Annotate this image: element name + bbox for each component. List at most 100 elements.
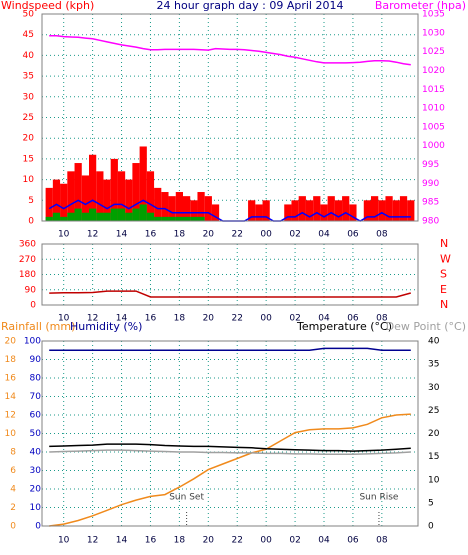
y-tick-label: 180 (19, 270, 36, 280)
x-tick-label: 04 (318, 536, 330, 546)
x-tick-label: 02 (289, 536, 300, 546)
x-tick-label: 22 (232, 536, 243, 546)
annotation: Sun Set (169, 493, 204, 503)
y-tick-label: 80 (30, 374, 42, 384)
y2-axis-label: Barometer (hpa) (375, 0, 466, 12)
y-tick-label: 70 (30, 392, 42, 402)
y-tick-label: 20 (30, 485, 42, 495)
y3-tick-label: 14 (5, 392, 17, 402)
bar (52, 179, 61, 221)
bar (67, 212, 75, 221)
bar (399, 196, 408, 221)
x-tick-label: 00 (260, 230, 272, 240)
x-tick-label: 12 (87, 230, 98, 240)
bar (161, 192, 169, 221)
y2-tick-label: 5 (428, 498, 434, 508)
y-tick-label: 40 (30, 448, 42, 458)
y2-tick-label: 0 (428, 522, 434, 532)
x-tick-label: 22 (232, 230, 243, 240)
bar (284, 204, 292, 221)
y3-tick-label: 20 (5, 337, 17, 347)
y2-tick-label: 25 (428, 406, 439, 416)
series-line (49, 347, 411, 352)
y-tick-label: 30 (23, 92, 35, 102)
y-tick-label: 10 (30, 503, 42, 513)
y3-tick-label: 12 (5, 411, 16, 421)
y3-tick-label: 16 (5, 374, 17, 384)
x-tick-label: 14 (116, 536, 128, 546)
y2-tick-label: W (440, 252, 451, 265)
legend-entry: Dew Point (°C) (386, 320, 466, 333)
y3-tick-label: 0 (10, 522, 16, 532)
y2-tick-label: 980 (422, 217, 439, 227)
x-tick-label: 08 (376, 314, 388, 324)
bar (60, 216, 68, 221)
bar (197, 192, 205, 221)
bar (248, 200, 256, 221)
bar (146, 171, 155, 221)
y3-tick-label: 18 (5, 355, 17, 365)
bar (103, 179, 111, 221)
legend-entry: Humidity (%) (70, 320, 142, 333)
bar (342, 196, 350, 221)
y2-tick-label: S (440, 268, 447, 281)
y-tick-label: 30 (30, 466, 42, 476)
x-tick-label: 18 (174, 314, 186, 324)
y3-tick-label: 6 (10, 466, 16, 476)
x-tick-label: 14 (116, 230, 128, 240)
bar (81, 175, 89, 221)
bar (255, 204, 263, 221)
y-axis-label: Windspeed (kph) (1, 0, 94, 12)
legend-entry: Rainfall (mm) (1, 320, 75, 333)
x-tick-label: 06 (347, 230, 359, 240)
x-tick-label: 10 (58, 314, 70, 324)
y-tick-label: 0 (30, 301, 36, 311)
y2-tick-label: 40 (428, 337, 440, 347)
bar (168, 216, 176, 221)
y2-tick-label: 985 (422, 198, 439, 208)
y-tick-label: 5 (28, 196, 34, 206)
bar (204, 196, 212, 221)
y-tick-label: 35 (23, 72, 34, 82)
series-line (49, 443, 411, 452)
y-tick-label: 40 (23, 51, 35, 61)
bar (183, 196, 191, 221)
bar (197, 216, 205, 221)
y-tick-label: 50 (30, 429, 42, 439)
y2-tick-label: 15 (428, 452, 439, 462)
bar (117, 171, 126, 221)
bar (154, 216, 162, 221)
y-tick-label: 45 (23, 30, 34, 40)
y2-tick-label: E (440, 283, 447, 296)
y2-tick-label: 10 (428, 475, 440, 485)
y2-tick-label: 1000 (422, 141, 445, 151)
series-line (49, 449, 411, 456)
bar (89, 154, 97, 221)
y2-tick-label: 35 (428, 360, 439, 370)
y-tick-label: 100 (24, 337, 41, 347)
y2-tick-label: 1005 (422, 122, 445, 132)
y-tick-label: 270 (19, 255, 36, 265)
bar (146, 212, 155, 221)
bar (161, 216, 169, 221)
y3-tick-label: 8 (10, 448, 16, 458)
bar (74, 208, 82, 221)
y-tick-label: 15 (23, 154, 34, 164)
y-tick-label: 0 (28, 217, 34, 227)
bar (103, 212, 111, 221)
bar (291, 200, 299, 221)
bar (45, 216, 53, 221)
annotation: Sun Rise (359, 493, 398, 503)
y2-tick-label: 995 (422, 160, 439, 170)
bar (320, 204, 328, 221)
y-tick-label: 90 (25, 285, 37, 295)
y3-tick-label: 2 (10, 503, 16, 513)
x-tick-label: 18 (174, 536, 186, 546)
bar (96, 171, 104, 221)
y-tick-label: 60 (30, 411, 42, 421)
chart-title: 24 hour graph day : 09 April 2014 (157, 0, 344, 12)
bar (67, 171, 75, 221)
y2-tick-label: 1025 (422, 47, 445, 57)
